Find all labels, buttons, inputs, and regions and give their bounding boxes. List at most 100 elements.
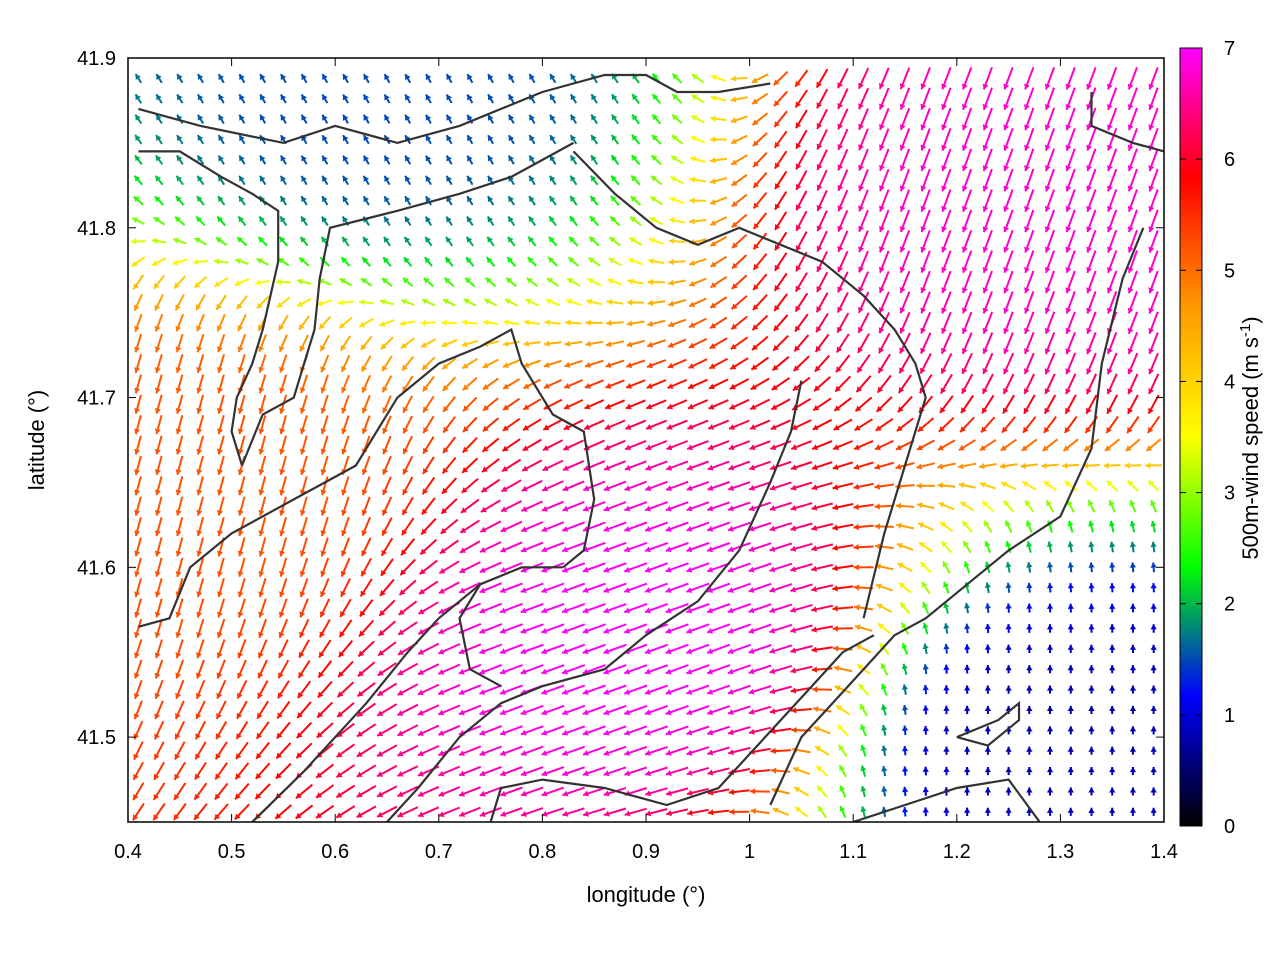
wind-vector [645, 460, 668, 471]
wind-vector [216, 598, 226, 618]
wind-vector [196, 639, 205, 659]
wind-vector [665, 541, 689, 553]
wind-vector [1067, 807, 1074, 816]
wind-vector [1046, 787, 1054, 796]
wind-vector [377, 620, 397, 637]
wind-vector [901, 807, 909, 817]
wind-vector [459, 540, 481, 554]
wind-vector [1002, 394, 1015, 415]
wind-vector [175, 537, 184, 557]
wind-vector [730, 336, 749, 351]
wind-vector [499, 561, 523, 573]
wind-vector [790, 461, 813, 471]
wind-vector [299, 334, 309, 352]
wind-vector [154, 415, 163, 435]
wind-vector [880, 662, 889, 676]
wind-vector [152, 802, 166, 821]
wind-vector [644, 521, 668, 532]
wind-vector [706, 725, 731, 736]
wind-vector [877, 353, 891, 374]
wind-vector [397, 765, 419, 777]
wind-vector [984, 685, 991, 694]
wind-vector [401, 375, 414, 393]
wind-vector [727, 664, 751, 675]
wind-vector [298, 618, 310, 639]
wind-vector [1127, 332, 1139, 355]
wind-vector [1147, 394, 1160, 415]
wind-vector [1022, 416, 1037, 434]
wind-vector [278, 314, 289, 331]
wind-vector [196, 455, 204, 476]
wind-vector [438, 581, 460, 595]
wind-vector [606, 319, 624, 327]
wind-vector [940, 540, 953, 554]
wind-vector [216, 314, 226, 332]
wind-vector [1082, 462, 1100, 469]
wind-vector [422, 456, 435, 475]
wind-vector [154, 374, 163, 394]
wind-vector [315, 804, 335, 819]
wind-vector [790, 542, 813, 552]
wind-vector [503, 319, 520, 326]
wind-vector [835, 333, 850, 354]
wind-vector [1129, 499, 1137, 513]
wind-vector [217, 516, 225, 537]
wind-vector [978, 463, 997, 470]
wind-vector [583, 419, 605, 431]
wind-vector [134, 537, 142, 557]
wind-vector [562, 807, 585, 817]
wind-vector [604, 399, 626, 410]
x-tick-label: 0.7 [425, 841, 453, 863]
wind-vector [665, 623, 689, 634]
wind-vector [960, 394, 975, 414]
wind-vector [854, 396, 873, 413]
wind-vector [382, 395, 392, 414]
wind-vector [874, 461, 895, 470]
wind-vector [1001, 416, 1016, 434]
wind-vector [336, 702, 355, 718]
wind-vector [1088, 807, 1095, 816]
wind-vector [771, 356, 790, 372]
wind-vector [279, 415, 287, 435]
wind-vector [999, 462, 1018, 470]
wind-vector [624, 460, 647, 471]
wind-vector [881, 704, 888, 716]
wind-vector [376, 744, 398, 758]
wind-vector [174, 720, 186, 740]
wind-vector [319, 598, 331, 618]
wind-vector [1026, 665, 1033, 674]
wind-vector [706, 562, 731, 573]
wind-vector [603, 562, 627, 573]
wind-vector [984, 807, 991, 816]
wind-vector [175, 394, 184, 415]
wind-vector [1106, 373, 1118, 395]
wind-vector [1148, 373, 1160, 395]
wind-vector [585, 319, 603, 326]
wind-vector [604, 439, 626, 451]
wind-vector [216, 659, 226, 679]
wind-vector [943, 581, 950, 594]
wind-vector [1004, 520, 1013, 533]
wind-vector [152, 782, 166, 801]
wind-vector [686, 521, 710, 532]
wind-vector [1150, 665, 1157, 674]
wind-vector [1002, 373, 1015, 395]
wind-vector [479, 561, 502, 574]
wind-vector [706, 623, 731, 634]
wind-vector [748, 481, 772, 491]
wind-vector [832, 523, 854, 531]
wind-vector [215, 721, 228, 740]
wind-vector [1145, 438, 1162, 452]
wind-vector [521, 459, 543, 472]
wind-vector [901, 725, 909, 736]
wind-vector [194, 720, 207, 740]
wind-vector [458, 684, 482, 695]
wind-vector [645, 440, 668, 451]
wind-vector [480, 478, 501, 493]
wind-vector [356, 785, 377, 798]
wind-vector [154, 578, 163, 598]
wind-vector [686, 623, 710, 634]
wind-vector [196, 557, 205, 578]
wind-vector [541, 541, 565, 553]
